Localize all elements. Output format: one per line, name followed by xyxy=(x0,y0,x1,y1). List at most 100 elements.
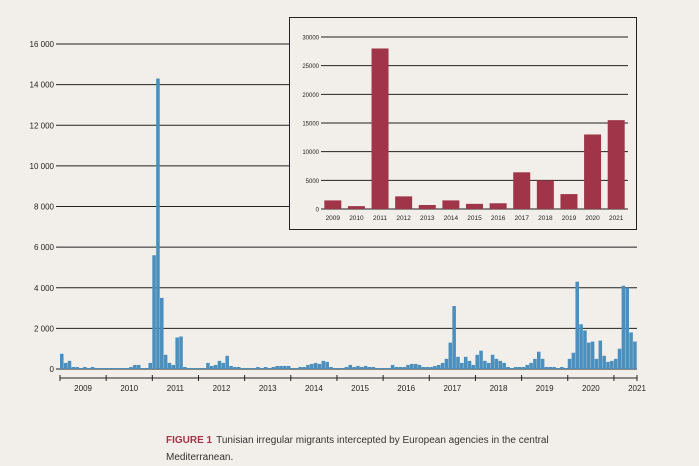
bar xyxy=(275,365,279,369)
inset-x-tick-label: 2017 xyxy=(514,215,529,222)
bar xyxy=(552,366,556,369)
figure-caption: FIGURE 1 Tunisian irregular migrants inte… xyxy=(166,432,586,466)
inset-bar xyxy=(560,194,578,209)
bar xyxy=(279,365,283,369)
bar xyxy=(417,364,422,369)
bar xyxy=(575,281,579,369)
bar xyxy=(310,363,314,369)
inset-chart: 0 5000 10000 15000 20000 25000 30000 2009 2010 20… xyxy=(302,36,628,222)
bar xyxy=(125,367,129,369)
bar xyxy=(621,285,626,369)
bar xyxy=(333,367,337,369)
bar xyxy=(510,367,514,369)
inset-bar xyxy=(418,204,436,209)
inset-x-tick-label: 2021 xyxy=(609,215,624,222)
bar xyxy=(394,366,399,369)
bar xyxy=(121,367,126,369)
bar xyxy=(175,337,179,369)
bar xyxy=(548,366,553,369)
bar xyxy=(590,341,595,369)
bar xyxy=(317,363,322,369)
bar xyxy=(544,366,549,369)
bar xyxy=(413,363,418,369)
bar xyxy=(321,360,326,369)
bar xyxy=(433,365,437,369)
inset-bar xyxy=(347,206,365,209)
inset-x-tick-label: 2018 xyxy=(538,215,553,222)
bar xyxy=(606,361,610,369)
inset-y-tick-label: 30000 xyxy=(302,36,319,42)
bar xyxy=(629,332,633,369)
bar xyxy=(206,362,210,369)
bar xyxy=(494,358,499,369)
bar xyxy=(294,367,299,369)
inset-x-tick-label: 2016 xyxy=(491,215,506,222)
inset-bar xyxy=(371,48,389,209)
bar xyxy=(613,358,618,369)
inset-y-tick-label: 0 xyxy=(316,208,320,214)
bar xyxy=(383,367,387,369)
bar xyxy=(379,367,383,369)
bar xyxy=(83,366,87,369)
bar xyxy=(148,362,153,369)
x-tick-label: 2017 xyxy=(443,384,461,393)
bar xyxy=(140,367,145,369)
bar xyxy=(471,364,476,369)
bar xyxy=(363,365,368,369)
bar xyxy=(452,306,456,369)
bar xyxy=(110,367,114,369)
x-tick-label: 2012 xyxy=(213,384,231,393)
bar xyxy=(236,366,241,369)
y-tick-label: 8 000 xyxy=(34,203,55,212)
bar xyxy=(263,366,268,369)
bar xyxy=(194,367,199,369)
bar xyxy=(329,366,333,369)
bar xyxy=(506,366,510,369)
bar xyxy=(352,366,356,369)
bar xyxy=(156,78,160,369)
inset-x-tick-label: 2011 xyxy=(373,215,387,222)
bar xyxy=(586,342,591,369)
bar xyxy=(217,360,222,369)
bar xyxy=(94,367,99,369)
bar xyxy=(98,367,103,369)
inset-y-tick-label: 20000 xyxy=(302,93,319,99)
bar xyxy=(598,340,603,369)
bar xyxy=(475,354,479,369)
bar xyxy=(583,330,587,369)
bar xyxy=(594,358,599,369)
bar xyxy=(410,363,414,369)
x-tick-label: 2018 xyxy=(490,384,508,393)
bar xyxy=(202,367,206,369)
inset-x-tick-label: 2019 xyxy=(562,215,577,222)
bar xyxy=(467,360,472,369)
bar xyxy=(240,367,245,369)
bar xyxy=(563,367,568,369)
bar xyxy=(167,362,172,369)
bar xyxy=(171,364,176,369)
bar xyxy=(456,356,460,369)
bar xyxy=(502,362,506,369)
bar xyxy=(625,287,630,369)
bar xyxy=(479,350,483,369)
inset-bar xyxy=(584,134,602,209)
bar xyxy=(560,366,564,369)
bar xyxy=(75,366,79,369)
bar xyxy=(390,364,395,369)
bar xyxy=(306,364,310,369)
inset-bar xyxy=(324,200,342,209)
bar xyxy=(186,367,191,369)
inset-bar xyxy=(465,203,484,209)
x-tick-label: 2016 xyxy=(397,384,415,393)
bar xyxy=(460,362,464,369)
bar xyxy=(283,365,287,369)
bar xyxy=(571,352,576,369)
bar xyxy=(367,366,372,369)
x-tick-label: 2015 xyxy=(351,384,369,393)
bar xyxy=(375,367,379,369)
bar xyxy=(213,364,218,369)
bar xyxy=(117,367,122,369)
bar xyxy=(256,366,260,369)
bar xyxy=(286,365,291,369)
bar xyxy=(160,297,164,369)
